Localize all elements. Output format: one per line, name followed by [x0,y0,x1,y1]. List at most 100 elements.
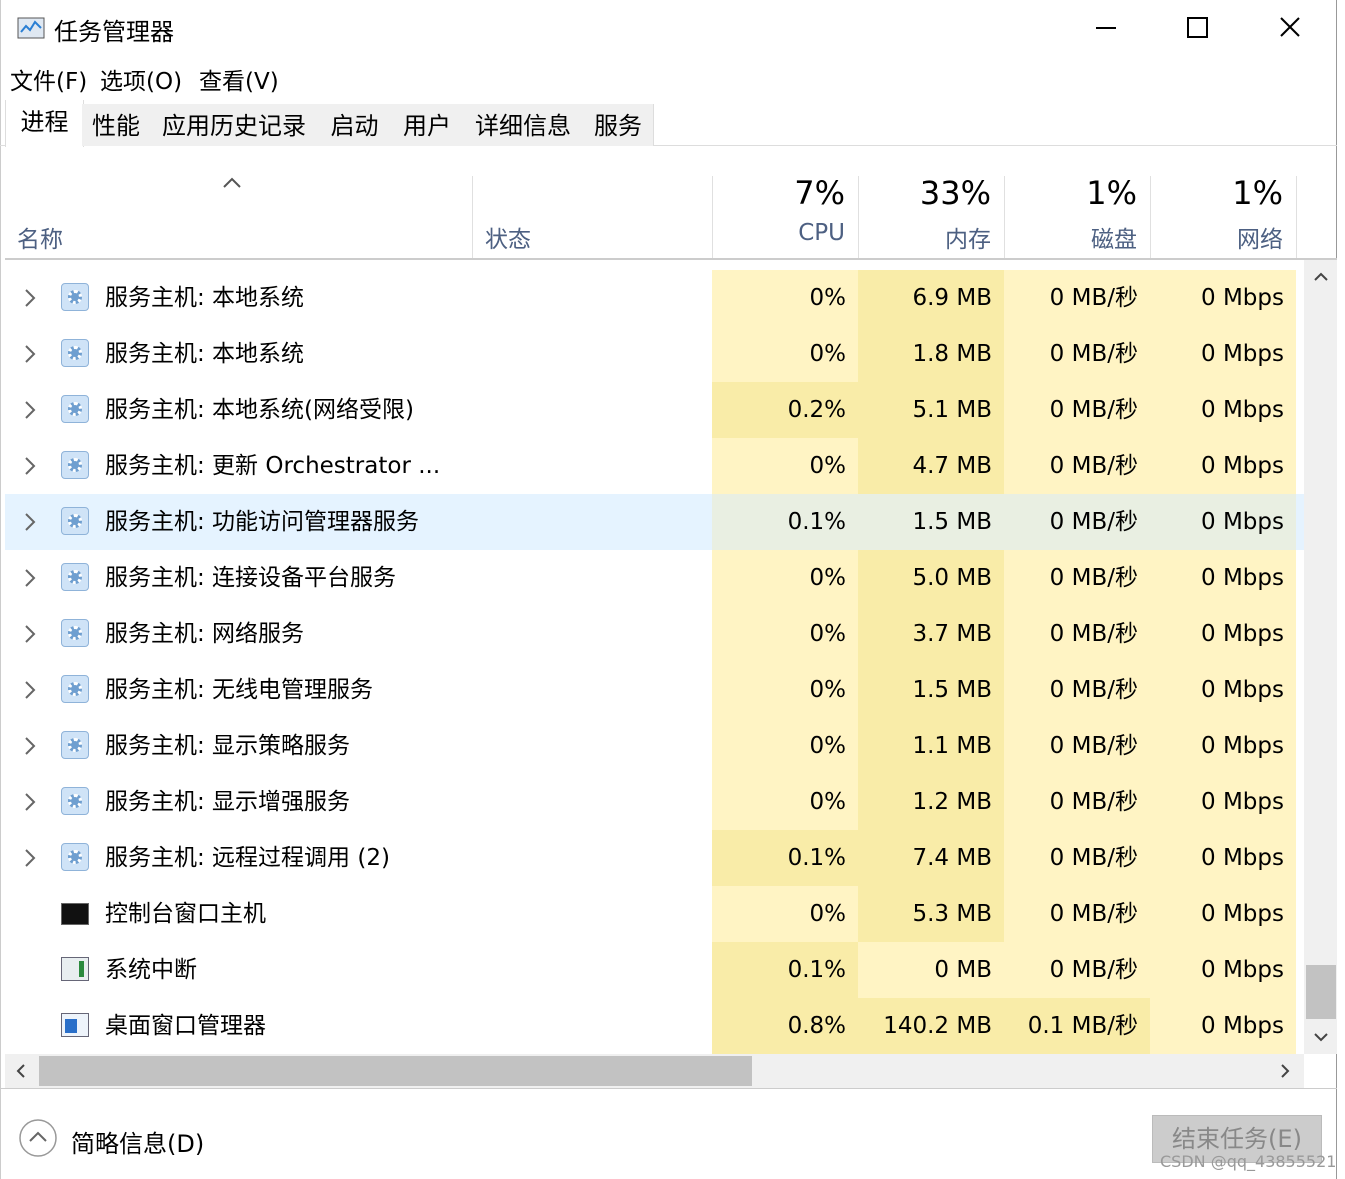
process-row[interactable]: 服务主机: 网络服务 0% 3.7 MB 0 MB/秒 0 Mbps [5,606,1304,662]
menu-item[interactable]: 查看(V) [199,69,279,95]
expand-arrow[interactable] [23,456,37,476]
metric-cell: 0.1% [712,830,858,886]
scroll-right[interactable] [1279,1063,1291,1079]
column-heading[interactable]: 1% 网络 [1150,174,1297,258]
metric-cell: 7.4 MB [858,830,1004,886]
footer-line [1,1088,1337,1089]
process-row[interactable]: 桌面窗口管理器 0.8% 140.2 MB 0.1 MB/秒 0 Mbps [5,998,1304,1054]
column-heading[interactable]: 33% 内存 [858,174,1005,258]
process-row[interactable]: 服务主机: 本地系统 0% 6.9 MB 0 MB/秒 0 Mbps [5,270,1304,326]
metric-cell: 0 Mbps [1150,270,1296,326]
process-name: 服务主机: 本地系统 [105,341,305,367]
column-heading[interactable]: 7% CPU [712,174,859,258]
process-row[interactable]: 系统中断 0.1% 0 MB 0 MB/秒 0 Mbps [5,942,1304,998]
scroll-down[interactable] [1313,1032,1329,1042]
icon-body [61,903,89,925]
column-heading[interactable]: 名称 [5,176,472,258]
tab[interactable]: 服务 [583,104,654,146]
expand-arrow[interactable] [23,568,37,588]
process-row[interactable]: 服务主机: 本地系统 0% 1.8 MB 0 MB/秒 0 Mbps [5,326,1304,382]
expand-arrow[interactable] [23,792,37,812]
scroll-up[interactable] [1313,272,1329,282]
menu-item[interactable]: 文件(F) [10,69,88,95]
tab[interactable]: 用户 [391,104,464,146]
column-name: CPU [798,220,845,246]
metric-cell: 1.8 MB [858,326,1004,382]
icon-pane [65,1019,77,1033]
scroll-left[interactable] [15,1063,27,1079]
process-row[interactable]: 服务主机: 远程过程调用 (2) 0.1% 7.4 MB 0 MB/秒 0 Mbps [5,830,1304,886]
tab[interactable]: 应用历史记录 [150,104,319,146]
tab[interactable]: 详细信息 [463,104,584,146]
sort-arrow [223,177,241,188]
process-row[interactable]: 服务主机: 本地系统(网络受限) 0.2% 5.1 MB 0 MB/秒 0 Mbps [5,382,1304,438]
menu-item[interactable]: 选项(O) [100,69,183,95]
process-name: 系统中断 [105,957,197,983]
metric-cell: 0% [712,438,858,494]
process-row[interactable]: 服务主机: 更新 Orchestrator ... 0% 4.7 MB 0 MB/秒 0… [5,438,1304,494]
expand-arrow[interactable] [23,848,37,868]
expand-arrow[interactable] [23,680,37,700]
app-icon [17,17,45,39]
process-row[interactable]: 服务主机: 无线电管理服务 0% 1.5 MB 0 MB/秒 0 Mbps [5,662,1304,718]
process-name: 服务主机: 网络服务 [105,621,305,647]
expand-arrow[interactable] [23,400,37,420]
header-line [5,258,1337,260]
details-link[interactable]: 简略信息(D) [71,1130,205,1158]
process-name: 服务主机: 无线电管理服务 [105,677,374,703]
details-toggle[interactable] [18,1118,58,1158]
expand-arrow[interactable] [23,512,37,532]
end-task-button[interactable]: 结束任务(E) [1152,1115,1322,1163]
metric-cell: 0% [712,326,858,382]
metric-cell: 0 Mbps [1150,494,1296,550]
column-heading[interactable]: 1% 磁盘 [1004,174,1151,258]
process-icon [61,955,91,985]
metric-cell: 4.7 MB [858,438,1004,494]
icon-body [61,787,89,815]
h-scrollbar[interactable] [5,1054,1304,1088]
metric-cell: 0 Mbps [1150,718,1296,774]
tab-active[interactable]: 进程 [5,100,84,147]
expand-arrow[interactable] [23,624,37,644]
column-border [1296,176,1297,258]
metric-cell: 0.1 MB/秒 [1004,998,1150,1054]
v-scrollbar[interactable] [1304,260,1337,1054]
metric-cell: 0.2% [712,382,858,438]
icon-pane [79,961,84,977]
gear [68,290,82,304]
process-row[interactable]: 服务主机: 连接设备平台服务 0% 5.0 MB 0 MB/秒 0 Mbps [5,550,1304,606]
window-controls[interactable] [1090,12,1310,44]
metric-cell: 0% [712,270,858,326]
metric-cell: 3.7 MB [858,606,1004,662]
process-name: 服务主机: 本地系统(网络受限) [105,397,415,423]
metric-cell: 0 Mbps [1150,326,1296,382]
metric-cell: 0 Mbps [1150,550,1296,606]
metric-cell: 0% [712,718,858,774]
column-name: 内存 [945,227,991,253]
metric-cell: 0 MB/秒 [1004,774,1150,830]
expand-arrow[interactable] [23,736,37,756]
tab[interactable]: 性能 [82,104,151,146]
gear [68,346,82,360]
v-scroll-thumb[interactable] [1306,965,1336,1019]
expand-arrow[interactable] [23,288,37,308]
metric-cell: 0% [712,662,858,718]
process-icon [61,1011,91,1041]
column-heading[interactable]: 状态 [472,176,713,258]
metric-cell: 0 MB/秒 [1004,326,1150,382]
metric-cell: 5.3 MB [858,886,1004,942]
metric-cell: 0.1% [712,942,858,998]
process-icon [61,787,91,817]
process-row[interactable]: 服务主机: 显示增强服务 0% 1.2 MB 0 MB/秒 0 Mbps [5,774,1304,830]
process-row[interactable]: 控制台窗口主机 0% 5.3 MB 0 MB/秒 0 Mbps [5,886,1304,942]
gear [68,458,82,472]
tab[interactable]: 启动 [318,104,392,146]
process-row[interactable]: 服务主机: 功能访问管理器服务 0.1% 1.5 MB 0 MB/秒 0 Mbps [5,494,1304,550]
metric-cell: 0% [712,550,858,606]
h-scroll-thumb[interactable] [39,1056,752,1086]
metric-cell: 1.1 MB [858,718,1004,774]
process-row[interactable]: 服务主机: 显示策略服务 0% 1.1 MB 0 MB/秒 0 Mbps [5,718,1304,774]
metric-cell: 0 MB/秒 [1004,494,1150,550]
expand-arrow[interactable] [23,344,37,364]
